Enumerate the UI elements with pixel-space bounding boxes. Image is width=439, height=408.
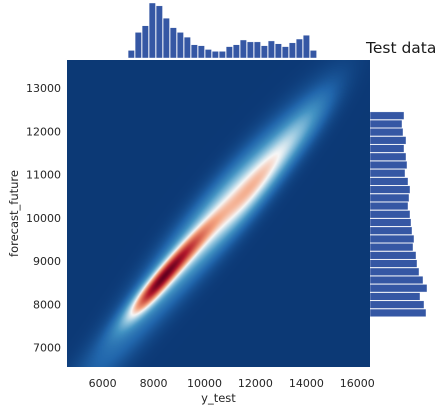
x-axis-ticks: 6000 8000 10000 12000 14000 16000: [89, 377, 375, 390]
chart-title: Test data: [365, 39, 436, 57]
y-histogram-bar: [370, 178, 408, 186]
x-histogram-bar: [191, 45, 197, 58]
x-axis-label: y_test: [201, 391, 236, 405]
y-histogram-bar: [370, 112, 404, 120]
x-histogram-bar: [233, 45, 239, 58]
y-tick-label: 12000: [26, 125, 61, 138]
x-histogram-bar: [254, 42, 260, 58]
y-histogram-bar: [370, 194, 409, 202]
x-histogram-bar: [184, 37, 190, 58]
y-marginal-histogram: [370, 112, 427, 317]
y-tick-label: 11000: [26, 169, 61, 182]
x-histogram-bar: [156, 6, 162, 58]
x-tick-label: 6000: [89, 377, 117, 390]
x-histogram-bar: [303, 35, 309, 58]
x-histogram-bar: [177, 32, 183, 58]
y-tick-label: 8000: [33, 298, 61, 311]
x-histogram-bar: [198, 46, 204, 58]
x-marginal-histogram: [128, 3, 316, 58]
y-histogram-bar: [370, 227, 412, 235]
x-histogram-bar: [219, 51, 225, 58]
y-histogram-bar: [370, 202, 408, 210]
y-histogram-bar: [370, 153, 406, 161]
x-histogram-bar: [282, 47, 288, 58]
x-histogram-bar: [296, 39, 302, 58]
y-tick-label: 13000: [26, 82, 61, 95]
x-histogram-bar: [310, 50, 316, 58]
y-histogram-bar: [370, 235, 414, 243]
y-histogram-bar: [370, 210, 410, 218]
x-histogram-bar: [135, 32, 141, 58]
x-histogram-bar: [205, 49, 211, 58]
y-axis-label: forecast_future: [7, 170, 21, 257]
x-histogram-bar: [226, 47, 232, 58]
x-tick-label: 10000: [187, 377, 222, 390]
y-histogram-bar: [370, 276, 423, 284]
x-histogram-bar: [170, 28, 176, 58]
kde-axes: [67, 60, 370, 367]
y-histogram-bar: [370, 145, 404, 153]
x-histogram-bar: [261, 46, 267, 58]
y-histogram-bar: [370, 293, 420, 301]
x-tick-label: 14000: [289, 377, 324, 390]
y-histogram-bar: [370, 309, 426, 317]
x-histogram-bar: [240, 40, 246, 58]
x-tick-label: 16000: [340, 377, 375, 390]
x-histogram-bar: [163, 18, 169, 58]
x-tick-label: 12000: [238, 377, 273, 390]
y-histogram-bar: [370, 161, 407, 169]
y-histogram-bar: [370, 219, 411, 227]
x-histogram-bar: [268, 41, 274, 58]
x-histogram-bar: [275, 44, 281, 58]
y-histogram-bar: [370, 128, 403, 136]
x-histogram-bar: [247, 42, 253, 58]
y-histogram-bar: [370, 252, 416, 260]
y-histogram-bar: [370, 284, 427, 292]
y-axis-ticks: 7000 8000 9000 10000 11000 12000 13000: [26, 82, 61, 354]
y-histogram-bar: [370, 186, 410, 194]
y-histogram-bar: [370, 120, 402, 128]
y-tick-label: 7000: [33, 342, 61, 355]
y-tick-label: 9000: [33, 255, 61, 268]
x-histogram-bar: [212, 51, 218, 58]
kde-density-map: [67, 60, 370, 367]
y-histogram-bar: [370, 301, 424, 309]
y-histogram-bar: [370, 243, 413, 251]
x-histogram-bar: [289, 43, 295, 58]
y-histogram-bar: [370, 268, 419, 276]
x-tick-label: 8000: [140, 377, 168, 390]
y-histogram-bar: [370, 137, 406, 145]
y-histogram-bar: [370, 169, 405, 177]
x-histogram-bar: [149, 3, 155, 58]
x-histogram-bar: [142, 26, 148, 58]
y-tick-label: 10000: [26, 212, 61, 225]
y-histogram-bar: [370, 260, 417, 268]
x-histogram-bar: [128, 50, 134, 58]
